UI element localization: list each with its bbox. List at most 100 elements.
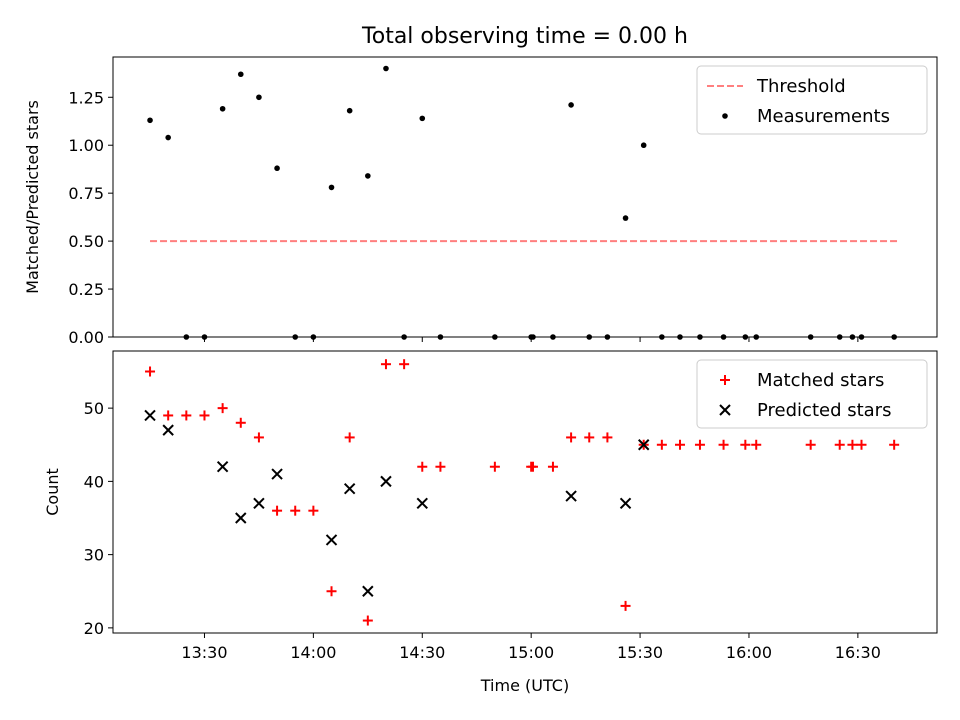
matched-point (805, 439, 816, 450)
count-frame (112, 350, 938, 634)
matched-point (217, 403, 228, 414)
x-tick-label: 14:00 (290, 643, 336, 662)
legend-label: Threshold (756, 76, 846, 97)
x-tick-label: 16:30 (835, 643, 881, 662)
y-tick-label: 30 (84, 546, 104, 565)
y-tick-label: 20 (84, 619, 104, 638)
y-tick-label: 1.00 (68, 136, 104, 155)
predicted-point (162, 424, 174, 436)
measurement-point (640, 142, 647, 149)
y-tick-label: 50 (84, 399, 104, 418)
count-data (144, 359, 900, 626)
matched-point (694, 439, 705, 450)
matched-point (656, 439, 667, 450)
measurement-point (237, 71, 244, 78)
matched-point (326, 586, 337, 597)
legend-predicted-swatch (719, 404, 731, 416)
matched-point (253, 432, 264, 443)
y-tick-label: 0.25 (68, 280, 104, 299)
predicted-point (216, 461, 229, 473)
measurement-point (274, 165, 280, 172)
measurement-point (147, 117, 153, 124)
chart-title: Total observing time = 0.00 h (361, 24, 688, 49)
y-tick-label: 0.75 (68, 184, 104, 203)
measurement-point (165, 134, 171, 141)
predicted-point (325, 534, 338, 546)
legend-box (696, 65, 928, 135)
matched-point (751, 439, 762, 450)
matched-point (620, 600, 631, 611)
predicted-point (619, 497, 632, 510)
matched-point (308, 505, 319, 516)
count-legend: Matched stars Predicted stars (696, 359, 928, 429)
matched-point (584, 432, 595, 443)
y-axis-label: Count (43, 468, 62, 516)
matched-point (674, 439, 685, 450)
matched-point (547, 461, 558, 472)
predicted-point (144, 409, 156, 422)
legend-label: Matched stars (757, 370, 884, 391)
x-tick-label: 14:30 (399, 643, 445, 662)
x-tick-label: 15:00 (508, 643, 554, 662)
matched-point (290, 505, 301, 516)
predicted-point (380, 475, 392, 488)
measurement-point (383, 65, 389, 72)
measurement-point (419, 115, 426, 122)
matched-point (362, 615, 373, 626)
predicted-point (565, 490, 577, 502)
matched-point (489, 461, 500, 472)
legend-matched-swatch (720, 375, 730, 385)
y-tick-label: 1.25 (68, 88, 104, 107)
predicted-point (637, 439, 650, 451)
predicted-point (253, 497, 265, 510)
predicted-point (343, 482, 356, 495)
matched-point (145, 366, 156, 377)
measurement-point (219, 105, 226, 112)
matched-point (740, 439, 751, 450)
legend-box (696, 359, 928, 429)
measurement-point (622, 215, 629, 221)
matched-point (199, 410, 210, 421)
measurement-point (256, 94, 262, 101)
matched-point (889, 439, 900, 450)
matched-point (380, 359, 391, 370)
legend-measurement-swatch (722, 113, 728, 119)
matched-point (527, 461, 538, 472)
matched-point (399, 359, 410, 370)
matched-point (834, 439, 845, 450)
matched-point (344, 432, 355, 443)
x-tick-label: 15:30 (617, 643, 663, 662)
ratio-axes: 0.00 0.25 0.50 0.75 1.00 1.25 Matched/Predicte… (23, 56, 938, 347)
predicted-point (271, 468, 283, 480)
x-tick-label: 16:00 (726, 643, 772, 662)
legend-label: Measurements (757, 106, 890, 127)
predicted-point (416, 497, 428, 510)
count-axes: 20 30 40 50 13:30 14:00 14:30 15:00 15:30 16:00 16… (43, 350, 938, 662)
legend-label: Predicted stars (757, 400, 891, 421)
y-tick-label: 0.50 (68, 232, 104, 251)
x-tick-label: 13:30 (181, 643, 227, 662)
matched-point (272, 505, 283, 516)
predicted-point (235, 512, 247, 524)
measurement-point (365, 173, 371, 179)
y-tick-label: 0.00 (68, 328, 104, 347)
matched-point (566, 432, 577, 443)
measurement-point (568, 102, 574, 108)
matched-point (435, 461, 446, 472)
measurement-point (328, 184, 335, 191)
matched-point (181, 410, 192, 421)
ratio-frame (112, 56, 938, 338)
matched-point (718, 439, 729, 450)
matched-point (847, 439, 858, 450)
matched-point (856, 439, 867, 450)
y-tick-label: 40 (84, 472, 104, 491)
matched-point (602, 432, 613, 443)
measurement-point (346, 107, 353, 114)
matched-point (417, 461, 428, 472)
ratio-legend: Threshold Measurements (696, 65, 928, 135)
matched-point (235, 417, 246, 428)
x-axis-label: Time (UTC) (480, 676, 569, 695)
y-axis-label: Matched/Predicted stars (23, 100, 42, 294)
matched-point (163, 410, 174, 421)
